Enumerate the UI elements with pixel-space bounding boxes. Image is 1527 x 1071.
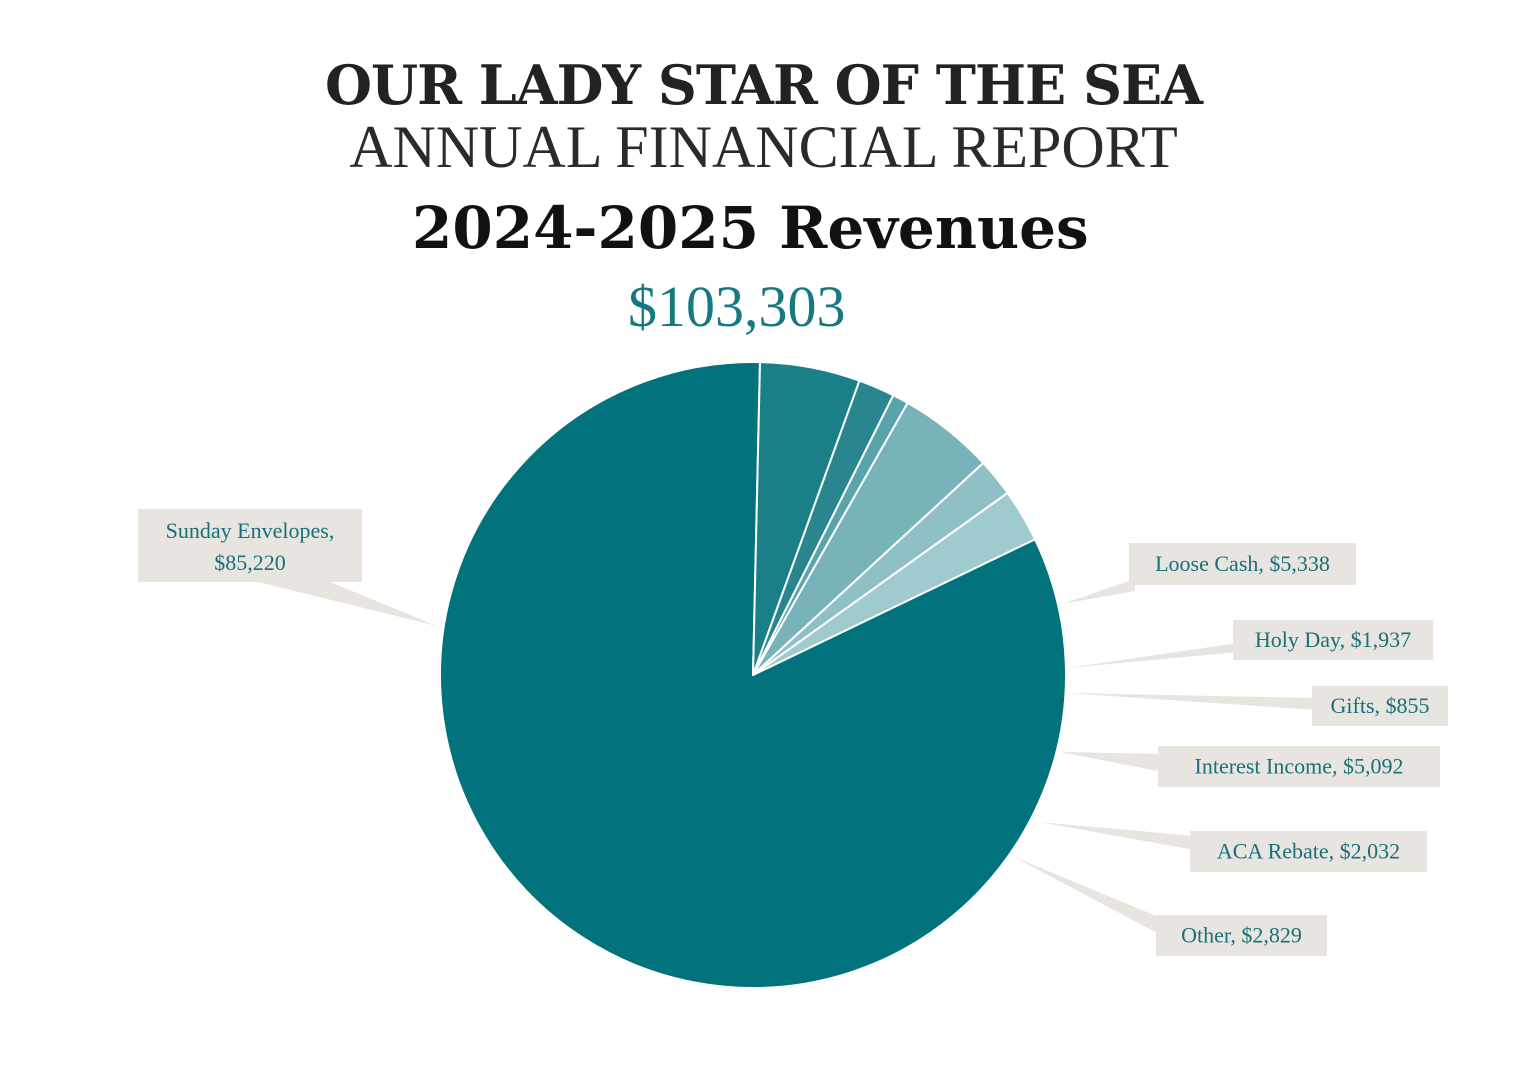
label-box: [1233, 620, 1433, 660]
label-text: Interest Income, $5,092: [1195, 754, 1404, 779]
label-text: ACA Rebate, $2,032: [1217, 839, 1400, 864]
label-text: Holy Day, $1,937: [1255, 627, 1411, 652]
label-pointer: [1060, 752, 1163, 772]
label-text: Gifts, $855: [1331, 693, 1430, 718]
label-aca-rebate: ACA Rebate, $2,032: [1039, 822, 1427, 872]
label-holy-day: Holy Day, $1,937: [1067, 620, 1433, 668]
label-box: [1158, 746, 1440, 787]
label-value: $85,220: [214, 550, 286, 575]
label-gifts: Gifts, $855: [1066, 686, 1448, 726]
label-box: [138, 509, 362, 582]
label-loose-cash: Loose Cash, $5,338: [1062, 543, 1356, 604]
label-interest-income: Interest Income, $5,092: [1060, 746, 1440, 787]
label-box: [1190, 831, 1427, 872]
label-pointer: [1067, 643, 1238, 668]
label-box: [1156, 915, 1327, 956]
label-text: Sunday Envelopes,: [166, 518, 335, 543]
label-pointer: [258, 582, 437, 626]
label-pointer: [1062, 579, 1135, 604]
label-box: [1129, 543, 1356, 585]
label-pointer: [1039, 822, 1195, 850]
label-other: Other, $2,829: [1012, 856, 1327, 956]
pie-slice-other: [752, 491, 1037, 676]
report-subtitle: ANNUAL FINANCIAL REPORT: [349, 114, 1178, 180]
organization-title: OUR LADY STAR OF THE SEA: [324, 53, 1203, 117]
label-box: [1312, 686, 1448, 726]
label-sunday-envelopes: Sunday Envelopes, $85,220: [138, 509, 437, 626]
label-pointer: [1066, 693, 1317, 710]
revenue-total: $103,303: [628, 274, 846, 339]
label-pointer: [1012, 856, 1161, 935]
label-text: Loose Cash, $5,338: [1155, 551, 1330, 576]
chart-title: 2024-2025 Revenues: [412, 194, 1089, 262]
label-text: Other, $2,829: [1181, 923, 1302, 948]
